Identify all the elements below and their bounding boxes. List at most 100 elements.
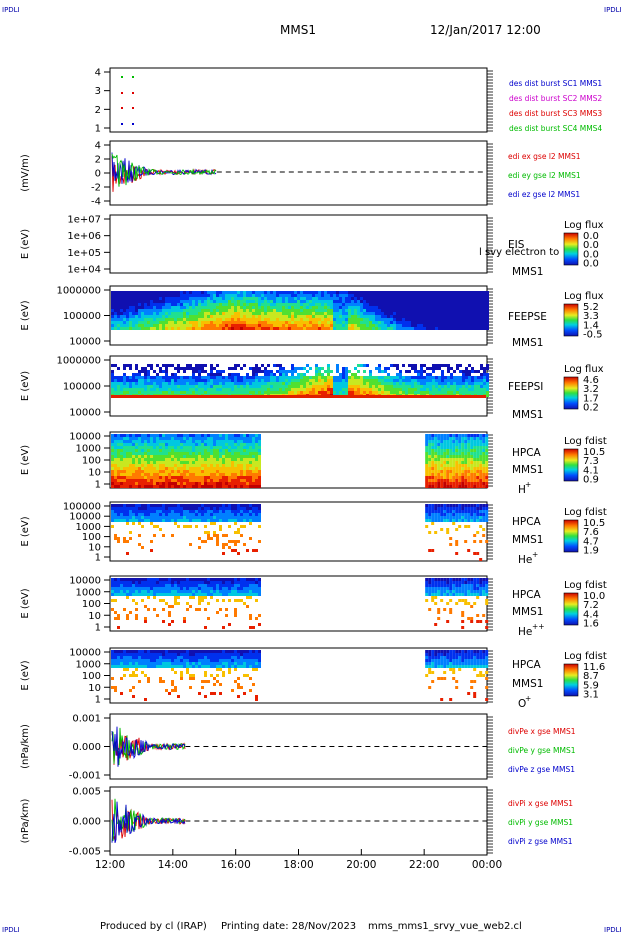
feepsi-cell bbox=[291, 373, 294, 376]
hpca_he-cell bbox=[243, 504, 246, 507]
feepsi-cell bbox=[444, 376, 447, 379]
hpca_h-cell bbox=[180, 479, 183, 482]
feepsi-cell bbox=[150, 367, 153, 370]
hpca_h-cell bbox=[249, 452, 252, 455]
hpca_he-cell bbox=[428, 531, 432, 534]
feepse-cell bbox=[477, 309, 480, 312]
hpca_h-cell bbox=[449, 467, 453, 470]
feepse-cell bbox=[156, 324, 159, 327]
feepse-cell bbox=[432, 318, 435, 321]
feepse-cell bbox=[438, 324, 441, 327]
hpca_h-cell bbox=[255, 449, 258, 452]
feepsi-cell bbox=[345, 379, 348, 382]
hpca_he-cell bbox=[458, 516, 462, 519]
feepse-cell bbox=[435, 324, 438, 327]
feepse-cell bbox=[123, 318, 126, 321]
hpca_h-cell bbox=[147, 470, 150, 473]
feepse-cell bbox=[375, 324, 378, 327]
hpca_he-ytick-label: 1 bbox=[95, 553, 101, 564]
feepse-cell bbox=[456, 291, 459, 294]
hpca_h-cell bbox=[252, 470, 255, 473]
hpca_h-cell bbox=[147, 485, 150, 488]
feepsi-cell bbox=[177, 367, 180, 370]
feepse-cell bbox=[168, 303, 171, 306]
hpca_h-cell bbox=[174, 446, 177, 449]
feepsi-cell bbox=[420, 376, 423, 379]
hpca_he-cell bbox=[162, 519, 165, 522]
feepse-cell bbox=[207, 312, 210, 315]
hpca_h-cell bbox=[237, 449, 240, 452]
hpca_h-cell bbox=[249, 455, 252, 458]
feepse-cell bbox=[153, 294, 156, 297]
feepsi-cell bbox=[288, 391, 291, 394]
feepse-cell bbox=[171, 294, 174, 297]
feepsi-cell bbox=[111, 370, 114, 373]
feepse-cell bbox=[351, 324, 354, 327]
feepsi-cell bbox=[477, 388, 480, 391]
hpca_he-cell bbox=[183, 510, 186, 513]
hpca_h-cell bbox=[192, 449, 195, 452]
feepse-cell bbox=[384, 300, 387, 303]
hpca_hepp-ytick-label: 1000 bbox=[76, 587, 101, 598]
hpca_h-cell bbox=[470, 473, 474, 476]
feepsi-cell bbox=[249, 382, 252, 385]
feepse-cell bbox=[198, 324, 201, 327]
hpca_h-cell bbox=[195, 440, 198, 443]
hpca_h-cell bbox=[180, 482, 183, 485]
hpca_h-cell bbox=[446, 452, 450, 455]
hpca_hepp-cell bbox=[138, 593, 141, 596]
hpca_h-cell bbox=[449, 464, 453, 467]
hpca_h-cell bbox=[222, 485, 225, 488]
feepsi-cell bbox=[468, 379, 471, 382]
feepsi-cell bbox=[252, 370, 255, 373]
feepse-cell bbox=[414, 291, 417, 294]
feepsi-cell bbox=[294, 370, 297, 373]
feepse-cell bbox=[351, 291, 354, 294]
hpca_h-cell bbox=[234, 446, 237, 449]
feepsi-cell bbox=[447, 382, 450, 385]
hpca_h-cell bbox=[482, 473, 486, 476]
feepse-cell bbox=[342, 318, 345, 321]
feepse-cell bbox=[132, 306, 135, 309]
hpca_h-cell bbox=[470, 470, 474, 473]
feepsi-cell bbox=[405, 385, 408, 388]
hpca_he-cell bbox=[165, 507, 168, 510]
feepsi-cell bbox=[255, 376, 258, 379]
feepse-cell bbox=[180, 300, 183, 303]
hpca_h-cell bbox=[464, 470, 468, 473]
feepse-cell bbox=[468, 318, 471, 321]
feepsi-cell bbox=[468, 391, 471, 394]
hpca_h-ytick-label: 1000 bbox=[76, 444, 101, 455]
hpca_h-cell bbox=[111, 455, 114, 458]
feepse-cell bbox=[189, 303, 192, 306]
feepsi-cell bbox=[312, 385, 315, 388]
hpca_h-cell bbox=[171, 470, 174, 473]
hpca_h-cell bbox=[204, 452, 207, 455]
feepse-cell bbox=[399, 324, 402, 327]
hpca_he-cell bbox=[449, 543, 453, 546]
feepse-cell bbox=[390, 318, 393, 321]
feepse-cell bbox=[390, 300, 393, 303]
feepse-cell bbox=[141, 321, 144, 324]
hpca_he-cell bbox=[216, 504, 219, 507]
hpca_h-cell bbox=[213, 455, 216, 458]
feepse-cell bbox=[399, 294, 402, 297]
hpca_he-cell bbox=[204, 507, 207, 510]
feepse-cell bbox=[114, 321, 117, 324]
feepsi-cell bbox=[453, 379, 456, 382]
hpca_h-cell bbox=[159, 476, 162, 479]
feepsi-cell bbox=[117, 385, 120, 388]
feepse-cell bbox=[285, 306, 288, 309]
feepsi-cell bbox=[252, 379, 255, 382]
feepsi-cell bbox=[399, 391, 402, 394]
hpca_h-cell bbox=[479, 482, 483, 485]
feepse-cell bbox=[330, 309, 333, 312]
feepse-cell bbox=[144, 300, 147, 303]
feepsi-cell bbox=[309, 367, 312, 370]
feepsi-cell bbox=[189, 379, 192, 382]
feepse-cell bbox=[138, 309, 141, 312]
feepse-cell bbox=[432, 315, 435, 318]
hpca_he-cell bbox=[177, 507, 180, 510]
hpca_h-cell bbox=[126, 461, 129, 464]
hpca_he-cell bbox=[255, 519, 258, 522]
